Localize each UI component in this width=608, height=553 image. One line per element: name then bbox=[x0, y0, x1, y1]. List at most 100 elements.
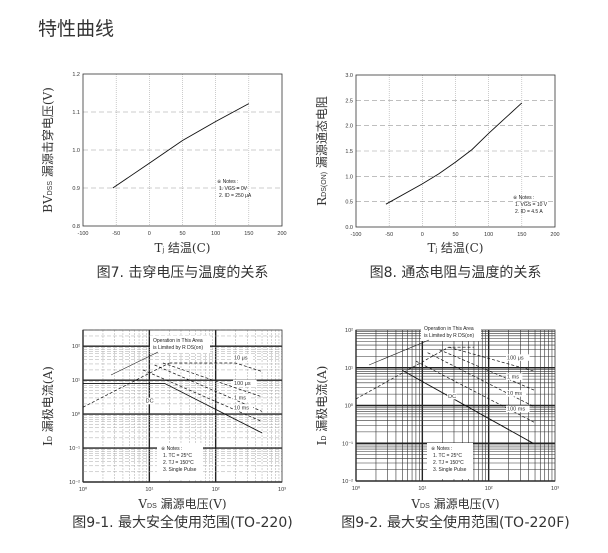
y-axis-label-sub: D bbox=[321, 436, 328, 441]
y-axis-label-rest: 漏源通态电阻 bbox=[315, 96, 329, 172]
annotation-arrow-icon bbox=[110, 351, 159, 376]
series-label-bg bbox=[506, 373, 523, 380]
y-tick-label: 10⁰ bbox=[72, 411, 81, 418]
x-axis-label-main: T bbox=[155, 241, 163, 255]
y-tick-label: 0.0 bbox=[345, 225, 353, 231]
x-axis-label: Tj 结温(C) bbox=[155, 241, 211, 255]
y-tick-label: 1.0 bbox=[72, 148, 80, 154]
plot-frame bbox=[82, 329, 283, 483]
annotation-line: is Limited by R DS(on) bbox=[153, 345, 203, 351]
notes-box: ※ Notes :1. TC = 25°C2. TJ = 150°C3. Sin… bbox=[157, 443, 203, 479]
x-tick-label: 10² bbox=[212, 487, 220, 493]
x-tick-label: -50 bbox=[385, 232, 393, 238]
series-label: DC bbox=[146, 399, 154, 405]
y-tick-label: 10⁻¹ bbox=[342, 441, 353, 447]
series-label: 100 μs bbox=[507, 355, 524, 361]
note-line: ※ Notes : bbox=[513, 195, 534, 201]
y-axis-label-sub: DSS bbox=[47, 181, 54, 196]
series-line bbox=[142, 369, 263, 422]
x-axis-label-main: V bbox=[137, 497, 147, 511]
x-tick-label: 0 bbox=[421, 232, 424, 238]
x-axis-label-sub: j bbox=[162, 247, 165, 254]
note-line: 1. VGS = 0V bbox=[219, 186, 248, 192]
plot-frame bbox=[82, 73, 283, 227]
annotation-background bbox=[421, 324, 481, 341]
series-label: 1 ms bbox=[507, 374, 519, 380]
note-line: ※ Notes : bbox=[431, 446, 452, 452]
y-tick-label: 10⁻¹ bbox=[69, 446, 80, 452]
x-axis-label-rest: 结温(C) bbox=[437, 241, 483, 255]
series-label-bg bbox=[233, 379, 257, 387]
annotation-arrow-icon bbox=[368, 339, 430, 366]
figure-caption: 图8. 通态电阻与温度的关系 bbox=[370, 265, 542, 281]
y-tick-label: 10⁻² bbox=[69, 480, 80, 486]
y-axis-label: ID 漏极电流(A) bbox=[315, 366, 329, 446]
note-line: 1. TC = 25°C bbox=[163, 453, 192, 459]
series-label: 10 ms bbox=[234, 405, 249, 411]
x-axis-label-rest: 漏源电压(V) bbox=[157, 497, 227, 511]
note-line: ※ Notes : bbox=[161, 446, 182, 452]
y-tick-label: 10² bbox=[72, 344, 80, 350]
note-line: 1. VGS = 10 V bbox=[515, 202, 548, 208]
chart-3: 10⁰ 10¹ 10² 10³ 10⁻² 10⁻¹ 10⁰ 10¹ 10² ※ Notes :1.… bbox=[41, 329, 293, 531]
series-label: 10 μs bbox=[234, 355, 248, 361]
figure-caption: 图9-2. 最大安全使用范围(TO-220F) bbox=[341, 514, 569, 531]
y-tick-label: 1.5 bbox=[345, 149, 353, 155]
x-tick-label: 50 bbox=[179, 231, 185, 237]
figure-caption: 图7. 击穿电压与温度的关系 bbox=[97, 265, 269, 281]
x-tick-label: -100 bbox=[350, 232, 361, 238]
series-label-bg bbox=[506, 390, 527, 397]
x-tick-label: 50 bbox=[452, 232, 458, 238]
plot-frame bbox=[355, 74, 556, 228]
series-label: 10 ms bbox=[507, 391, 522, 397]
x-tick-label: 200 bbox=[277, 231, 286, 237]
y-tick-label: 1.1 bbox=[72, 110, 80, 116]
series-line bbox=[427, 352, 536, 408]
series-line bbox=[82, 362, 170, 408]
y-tick-label: 2.5 bbox=[345, 98, 353, 104]
x-tick-label: 10¹ bbox=[418, 486, 426, 492]
series-label-bg bbox=[447, 392, 457, 400]
note-line: 1. TC = 25°C bbox=[433, 453, 462, 459]
y-axis-label-sub: D bbox=[47, 436, 54, 441]
section-heading: 特性曲线 bbox=[38, 18, 115, 40]
series-line bbox=[162, 362, 263, 398]
y-tick-label: 10¹ bbox=[72, 378, 80, 384]
series-label: 100 μs bbox=[234, 381, 251, 387]
x-axis-label-rest: 漏源电压(V) bbox=[430, 497, 500, 511]
x-tick-label: 0 bbox=[148, 231, 151, 237]
series-label-bg bbox=[233, 354, 254, 361]
note-line: ※ Notes : bbox=[217, 179, 238, 185]
chart-2: -100 -50 0 50 100 150 200 0.0 0.5 1.0 1.5 2.0 2.5 3.0… bbox=[315, 73, 560, 281]
series-label-bg bbox=[233, 394, 250, 401]
notes-box: ※ Notes :1. VGS = 0V2. ID = 250 μA bbox=[217, 179, 252, 199]
y-tick-label: 1.0 bbox=[345, 174, 353, 180]
x-axis-label-sub: j bbox=[435, 247, 438, 254]
x-tick-label: 10⁰ bbox=[352, 485, 361, 492]
x-axis-label: VDS 漏源电压(V) bbox=[137, 497, 226, 511]
series-line bbox=[169, 362, 263, 372]
x-axis-label: Tj 结温(C) bbox=[428, 241, 484, 255]
note-line: 2. ID = 250 μA bbox=[219, 193, 252, 199]
y-axis-label-main: I bbox=[315, 440, 329, 445]
series-label: 1 ms bbox=[234, 395, 246, 401]
x-tick-label: -100 bbox=[77, 231, 88, 237]
y-tick-label: 0.8 bbox=[72, 224, 80, 230]
note-line: 2. TJ = 150°C bbox=[433, 460, 464, 466]
x-tick-label: 10³ bbox=[278, 487, 286, 493]
x-axis-label-main: V bbox=[410, 497, 420, 511]
x-tick-label: 10¹ bbox=[145, 487, 153, 493]
series-label-bg bbox=[233, 404, 254, 411]
y-tick-label: 10⁰ bbox=[345, 403, 354, 410]
x-tick-label: 100 bbox=[484, 232, 493, 238]
note-line: 2. TJ = 150°C bbox=[163, 460, 194, 466]
y-tick-label: 0.5 bbox=[345, 200, 353, 206]
notes-box: ※ Notes :1. TC = 25°C2. TJ = 150°C3. Sin… bbox=[427, 443, 473, 479]
annotation-background bbox=[150, 336, 210, 353]
note-line: 2. ID = 4.5 A bbox=[515, 209, 543, 215]
y-tick-label: 10² bbox=[345, 328, 353, 334]
x-tick-label: 150 bbox=[517, 232, 526, 238]
